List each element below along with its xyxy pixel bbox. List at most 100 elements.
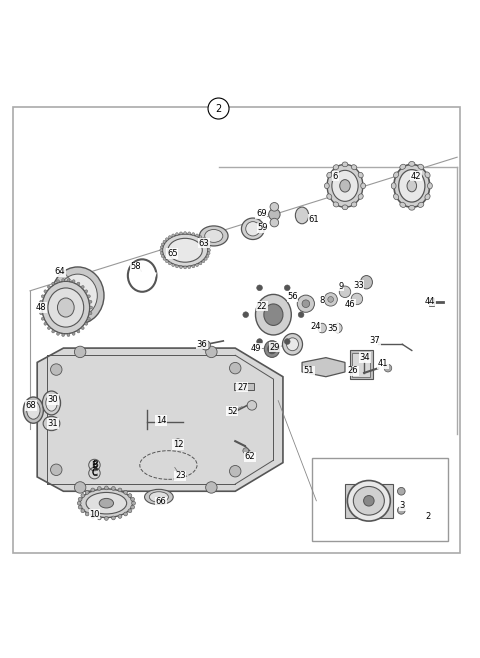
Circle shape [324,293,337,306]
Ellipse shape [318,323,326,333]
Text: B: B [91,461,97,470]
Ellipse shape [51,267,104,324]
Circle shape [132,501,135,505]
Circle shape [67,278,70,282]
Polygon shape [37,348,283,492]
Circle shape [397,488,405,495]
Circle shape [44,322,47,325]
Circle shape [91,515,95,519]
Text: 44: 44 [425,297,435,306]
Circle shape [201,340,210,350]
Circle shape [180,232,182,235]
Ellipse shape [268,344,276,354]
Circle shape [160,249,163,252]
Circle shape [72,280,75,283]
Circle shape [161,243,164,246]
Ellipse shape [407,180,417,191]
Ellipse shape [264,304,283,326]
Text: 22: 22 [257,301,267,311]
Circle shape [205,346,217,358]
Circle shape [128,509,132,513]
Circle shape [163,257,166,261]
Circle shape [204,240,207,243]
Circle shape [90,306,93,309]
Circle shape [172,234,175,237]
Text: B: B [92,459,98,468]
Circle shape [81,286,84,288]
Ellipse shape [425,172,430,178]
Ellipse shape [332,170,358,201]
Ellipse shape [327,194,332,199]
Circle shape [89,312,92,315]
Circle shape [328,297,334,302]
Ellipse shape [43,417,60,430]
Ellipse shape [360,276,372,289]
Text: 12: 12 [173,440,183,449]
Circle shape [44,290,47,293]
Ellipse shape [340,180,350,192]
Ellipse shape [399,170,425,202]
Text: 35: 35 [327,324,338,332]
Ellipse shape [48,288,84,327]
Circle shape [192,233,195,236]
Circle shape [62,334,65,336]
Ellipse shape [241,218,264,240]
Circle shape [48,326,50,330]
Ellipse shape [204,230,223,242]
Ellipse shape [264,341,280,357]
Circle shape [131,497,134,501]
Circle shape [204,257,207,261]
Circle shape [207,246,210,249]
Ellipse shape [46,395,57,411]
Text: 24: 24 [310,322,321,331]
Circle shape [188,266,191,268]
Text: 65: 65 [167,249,178,258]
Ellipse shape [400,202,406,207]
Circle shape [62,278,65,282]
Ellipse shape [295,207,309,224]
Circle shape [72,332,75,336]
Bar [312,458,447,542]
Ellipse shape [418,164,424,169]
Circle shape [89,300,92,303]
Circle shape [302,300,310,307]
Circle shape [160,246,163,249]
Ellipse shape [80,489,132,517]
Circle shape [161,255,164,257]
Circle shape [257,339,263,344]
Circle shape [339,286,351,297]
Ellipse shape [394,172,399,178]
Circle shape [74,346,86,358]
Circle shape [87,317,90,320]
Circle shape [257,285,263,291]
Text: 69: 69 [256,209,267,218]
Circle shape [207,249,210,252]
Text: 48: 48 [35,303,46,312]
Circle shape [78,505,82,509]
Circle shape [111,516,115,520]
Text: 51: 51 [303,367,314,376]
Circle shape [243,312,249,318]
Text: 49: 49 [251,343,262,353]
Ellipse shape [42,281,90,334]
Ellipse shape [364,495,374,506]
Circle shape [192,265,195,268]
Text: 8: 8 [319,296,325,305]
Text: 23: 23 [175,472,186,480]
Circle shape [57,332,60,336]
Ellipse shape [391,183,396,189]
Circle shape [105,486,108,490]
Ellipse shape [334,323,342,333]
Ellipse shape [394,194,399,200]
Circle shape [40,312,43,315]
Ellipse shape [418,202,424,207]
Circle shape [57,280,60,283]
Circle shape [160,252,163,255]
Text: 2: 2 [426,512,431,521]
Ellipse shape [327,172,332,178]
Circle shape [269,209,280,220]
Circle shape [166,238,168,241]
Text: 56: 56 [287,292,298,301]
Ellipse shape [168,238,202,262]
Circle shape [243,448,249,453]
